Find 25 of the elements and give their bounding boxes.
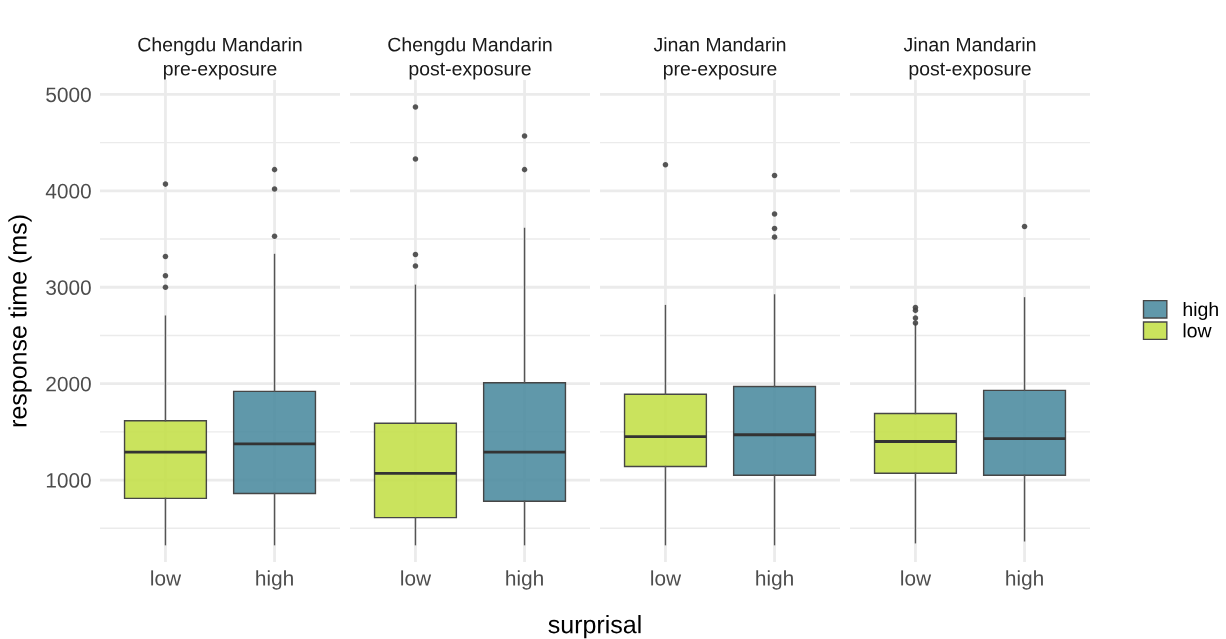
chart-subtitle: pre-exposure: [663, 64, 777, 80]
legend-label: low: [1183, 323, 1212, 338]
x-tick-label: low: [901, 570, 932, 586]
chart-subtitle: pre-exposure: [163, 64, 277, 80]
y-tick-label: 2000: [46, 376, 91, 392]
x-tick-label: high: [1006, 570, 1043, 590]
y-tick-label: 1000: [46, 473, 91, 488]
y-axis-title: response time (ms): [8, 215, 32, 427]
chart-title: Jinan Mandarin: [653, 37, 786, 52]
x-tick-label: high: [506, 570, 543, 590]
chart-subtitle: post-exposure: [909, 62, 1031, 80]
chart-subtitle: post-exposure: [409, 62, 531, 80]
y-tick-label: 5000: [46, 87, 91, 103]
x-tick-label: low: [651, 570, 682, 586]
legend-label: high: [1183, 301, 1218, 321]
y-tick-label: 3000: [46, 280, 91, 296]
chart-title: Chengdu Mandarin: [138, 37, 302, 56]
x-tick-label: low: [151, 570, 182, 586]
x-tick-label: low: [401, 570, 432, 586]
x-tick-label: high: [756, 570, 793, 590]
x-tick-label: high: [256, 570, 293, 590]
chart-title: Chengdu Mandarin: [388, 37, 552, 56]
x-axis-title: surprisal: [548, 615, 641, 639]
chart-title: Jinan Mandarin: [903, 37, 1036, 52]
y-tick-label: 4000: [45, 183, 91, 199]
